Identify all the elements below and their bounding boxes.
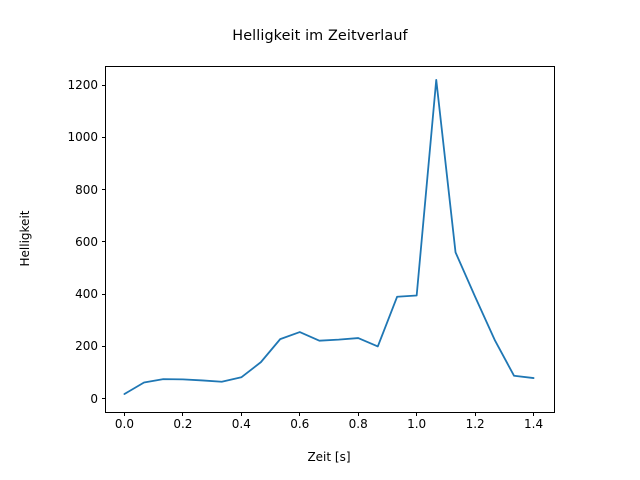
y-axis-tick-mark — [101, 293, 105, 295]
y-axis-tick-labels: 0 200 400 600 800 1000 1200 — [50, 0, 98, 480]
y-axis-tick-label: 1000 — [67, 130, 98, 145]
x-axis-tick-mark — [240, 412, 242, 416]
y-axis-label: Helligkeit — [18, 210, 32, 267]
x-axis-tick-label: 0.2 — [173, 417, 193, 431]
x-axis-tick-mark — [357, 412, 359, 416]
y-axis-tick-mark — [101, 345, 105, 347]
x-axis-tick-label: 0.4 — [231, 417, 251, 431]
y-axis-tick-mark — [101, 136, 105, 138]
x-axis-tick-label: 1.4 — [524, 417, 544, 431]
plot-area — [105, 66, 553, 411]
y-axis-tick-label: 1200 — [67, 78, 98, 93]
y-axis-tick-label: 600 — [75, 234, 98, 249]
y-axis-tick-mark — [101, 189, 105, 191]
y-axis-tick-mark — [101, 241, 105, 243]
x-axis-tick-mark — [182, 412, 184, 416]
x-axis-tick-label: 0.8 — [348, 417, 368, 431]
data-series-line — [124, 80, 533, 394]
chart-title: Helligkeit im Zeitverlauf — [232, 28, 408, 44]
y-axis-label-wrap: Helligkeit — [18, 66, 38, 411]
x-axis-tick-mark — [533, 412, 535, 416]
x-axis-label: Zeit [s] — [307, 450, 351, 464]
x-axis-tick-label: 0.6 — [290, 417, 310, 431]
x-axis-tick-mark — [474, 412, 476, 416]
y-axis-tick-label: 200 — [75, 339, 98, 354]
axes-frame — [105, 66, 555, 413]
x-axis-tick-mark — [123, 412, 125, 416]
x-axis-tick-mark — [416, 412, 418, 416]
y-axis-tick-mark — [101, 398, 105, 400]
y-axis-tick-label: 400 — [75, 287, 98, 302]
x-axis-tick-mark — [299, 412, 301, 416]
y-axis-tick-label: 800 — [75, 182, 98, 197]
y-axis-tick-label: 0 — [90, 391, 98, 406]
x-axis-tick-label: 1.2 — [465, 417, 485, 431]
x-axis-tick-label: 1.0 — [407, 417, 427, 431]
x-axis-tick-label: 0.0 — [114, 417, 134, 431]
y-axis-tick-mark — [101, 84, 105, 86]
